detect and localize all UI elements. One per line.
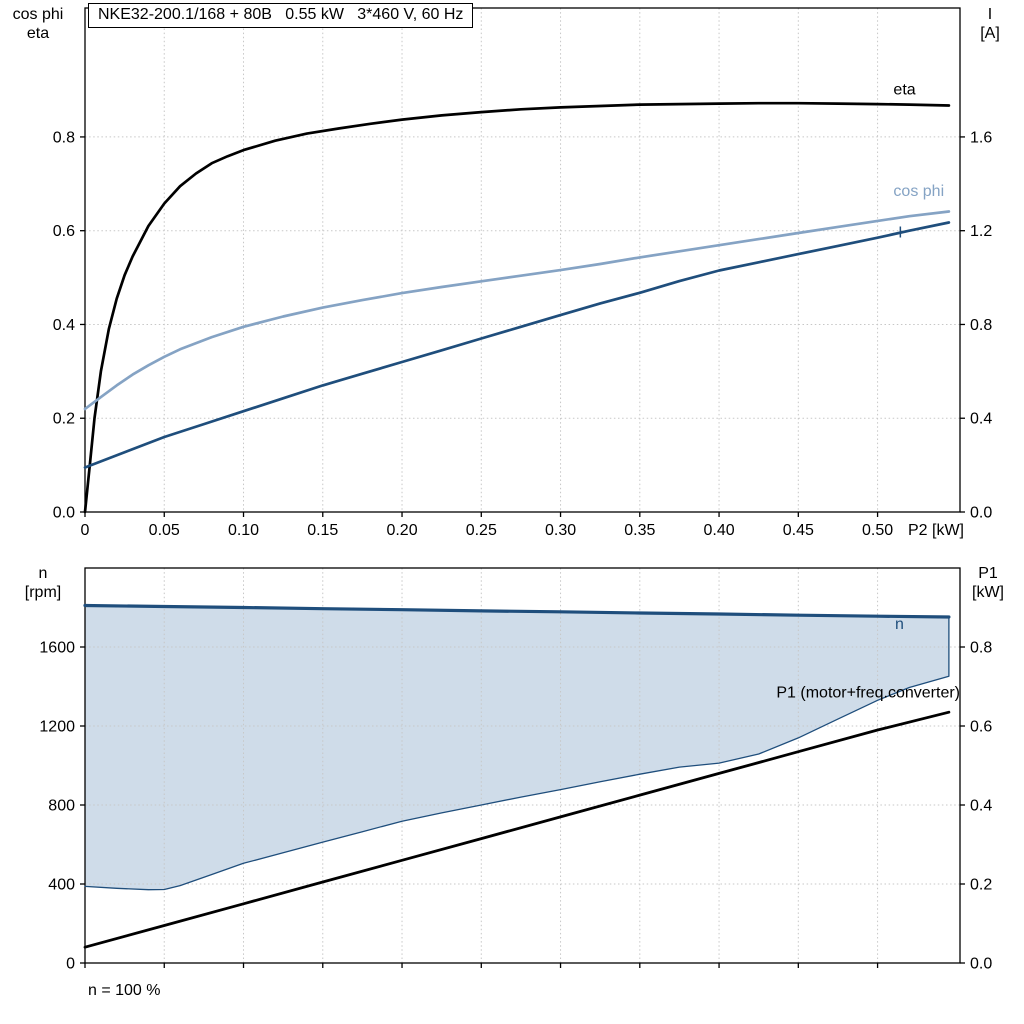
svg-text:0.25: 0.25	[466, 522, 497, 539]
svg-text:400: 400	[48, 877, 75, 894]
speed-curve-label: n	[895, 616, 904, 633]
x-axis-unit-label: P2 [kW]	[908, 522, 964, 539]
bottom-chart-left-axis-title: n [rpm]	[24, 565, 62, 601]
svg-text:0.4: 0.4	[970, 798, 992, 815]
svg-text:0.10: 0.10	[228, 522, 259, 539]
svg-text:0.45: 0.45	[783, 522, 814, 539]
svg-text:0.8: 0.8	[53, 129, 75, 146]
speed-power-chart: 0 400 800 1200 1600 0.0 0.2 0.4 0.6 0.8 n P1 (motor…	[39, 567, 992, 973]
svg-text:0.2: 0.2	[970, 877, 992, 894]
speed-range-area	[85, 605, 949, 890]
svg-text:800: 800	[48, 798, 75, 815]
svg-text:0.20: 0.20	[386, 522, 417, 539]
axis-ticks	[80, 136, 965, 517]
tick-labels: 0 0.05 0.10 0.15 0.20 0.25 0.30 0.35 0.40 0.45 0.5…	[53, 129, 993, 539]
svg-text:0: 0	[81, 522, 90, 539]
svg-text:0.4: 0.4	[53, 317, 75, 334]
top-chart-right-axis-title: I [A]	[980, 6, 1000, 42]
svg-text:0.8: 0.8	[970, 640, 992, 657]
svg-text:0.4: 0.4	[970, 411, 992, 428]
gridlines	[85, 8, 960, 512]
svg-text:1.6: 1.6	[970, 129, 992, 146]
cos-phi-curve	[83, 210, 951, 411]
p1-curve	[83, 710, 951, 949]
eta-curve	[83, 101, 951, 514]
svg-text:0.2: 0.2	[53, 411, 75, 428]
current-curve-label: I	[898, 225, 902, 242]
svg-text:0.30: 0.30	[545, 522, 576, 539]
p2-performance-chart: 0 0.05 0.10 0.15 0.20 0.25 0.30 0.35 0.40 0.45 0.5…	[53, 7, 993, 539]
tick-labels: 0 400 800 1200 1600 0.0 0.2 0.4 0.6 0.8	[39, 640, 992, 973]
gridlines	[85, 568, 960, 963]
plot-frame	[84, 7, 961, 513]
svg-text:0.0: 0.0	[970, 505, 992, 522]
axis-ticks	[80, 646, 965, 968]
svg-text:0.6: 0.6	[970, 719, 992, 736]
top-chart-left-axis-title: cos phi eta	[12, 6, 64, 42]
svg-text:1600: 1600	[39, 640, 75, 657]
chart-title-box: NKE32-200.1/168 + 80B 0.55 kW 3*460 V, 6…	[88, 3, 474, 28]
speed-percentage-note: n = 100 %	[88, 982, 161, 999]
svg-text:0.8: 0.8	[970, 317, 992, 334]
n-lower-curve	[84, 617, 950, 891]
svg-text:0: 0	[66, 956, 75, 973]
svg-text:0.35: 0.35	[624, 522, 655, 539]
n-curve	[83, 603, 951, 619]
current-curve	[83, 221, 951, 469]
svg-text:0.0: 0.0	[970, 956, 992, 973]
chart-title: NKE32-200.1/168 + 80B 0.55 kW 3*460 V, 6…	[98, 6, 464, 23]
svg-text:1.2: 1.2	[970, 223, 992, 240]
plot-frame	[84, 567, 961, 964]
cos-phi-curve-label: cos phi	[893, 183, 944, 200]
svg-text:0.0: 0.0	[53, 505, 75, 522]
eta-curve-label: eta	[893, 82, 915, 99]
p1-curve-label: P1 (motor+freq.converter)	[776, 684, 960, 701]
svg-text:0.15: 0.15	[307, 522, 338, 539]
svg-text:1200: 1200	[39, 719, 75, 736]
svg-text:0.6: 0.6	[53, 223, 75, 240]
svg-text:0.50: 0.50	[862, 522, 893, 539]
bottom-chart-right-axis-title: P1 [kW]	[972, 565, 1004, 601]
svg-text:0.40: 0.40	[703, 522, 734, 539]
svg-text:0.05: 0.05	[149, 522, 180, 539]
